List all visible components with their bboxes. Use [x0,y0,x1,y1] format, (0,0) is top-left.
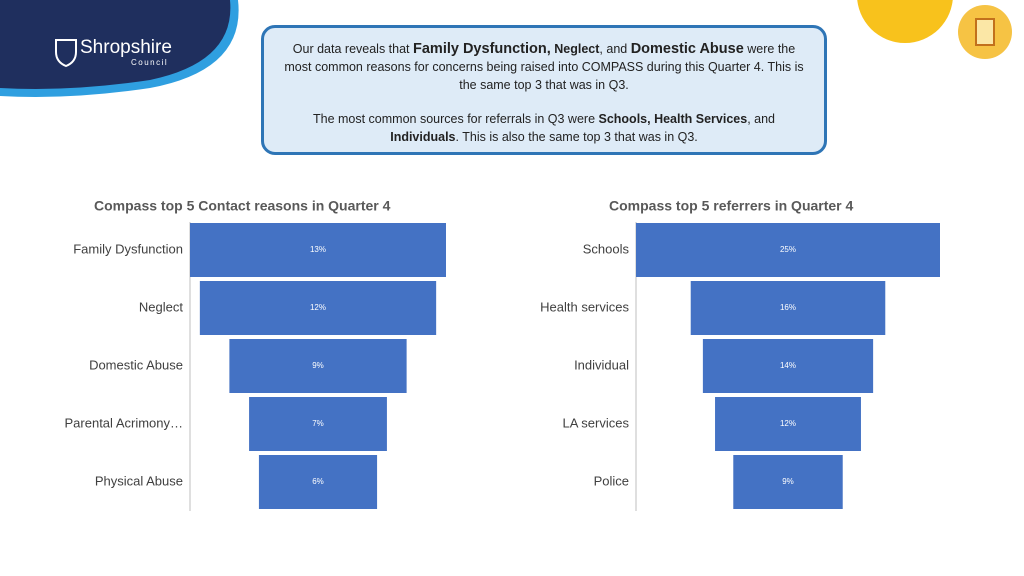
text: Domestic Abuse [630,41,744,57]
sun-decoration [857,0,953,43]
header-shape [0,0,231,89]
category-label: Neglect [139,299,183,314]
logo-shield [55,39,77,68]
data-label: 12% [780,419,796,428]
data-label: 9% [312,361,324,370]
bar [190,223,446,277]
text: Schools, Health Services [598,112,748,126]
category-label: Family Dysfunction [73,241,183,256]
text: . This is also the same top 3 that was i… [455,130,698,144]
data-label: 9% [782,477,794,486]
bar [199,281,437,335]
badge-door [975,18,995,46]
text: Individuals [390,130,456,144]
chart-title: Compass top 5 Contact reasons in Quarter… [94,198,391,214]
category-label: Schools [583,241,630,256]
category-label: Police [594,473,629,488]
callout: Our data reveals that Family Dysfunction… [261,25,827,155]
logo-name: Shropshire [80,37,172,58]
text: Family Dysfunction, [413,41,551,57]
chart-title: Compass top 5 referrers in Quarter 4 [609,198,854,214]
bar [715,397,861,451]
category-label: LA services [563,415,630,430]
bar [733,455,843,509]
data-label: 13% [310,245,326,254]
category-label: Health services [540,299,629,314]
bar [229,339,407,393]
bar [636,223,940,277]
data-label: 16% [780,303,796,312]
data-label: 6% [312,477,324,486]
category-label: Physical Abuse [95,473,183,488]
text: Our data reveals that [292,42,413,56]
text: , and [599,42,631,56]
category-label: Individual [574,357,629,372]
data-label: 25% [780,245,796,254]
logo-subname: Council [131,58,168,67]
text: , and [747,112,775,126]
category-label: Domestic Abuse [89,357,183,372]
category-label: Parental Acrimony… [65,415,184,430]
text: were the most common reasons for concern… [284,42,804,92]
data-label: 7% [312,419,324,428]
text: The most common sources for referrals in… [312,112,599,126]
data-label: 14% [780,361,796,370]
text: Neglect [550,42,600,56]
bar [690,281,886,335]
bar [249,397,387,451]
bar [258,455,378,509]
bar [702,339,874,393]
data-label: 12% [310,303,326,312]
